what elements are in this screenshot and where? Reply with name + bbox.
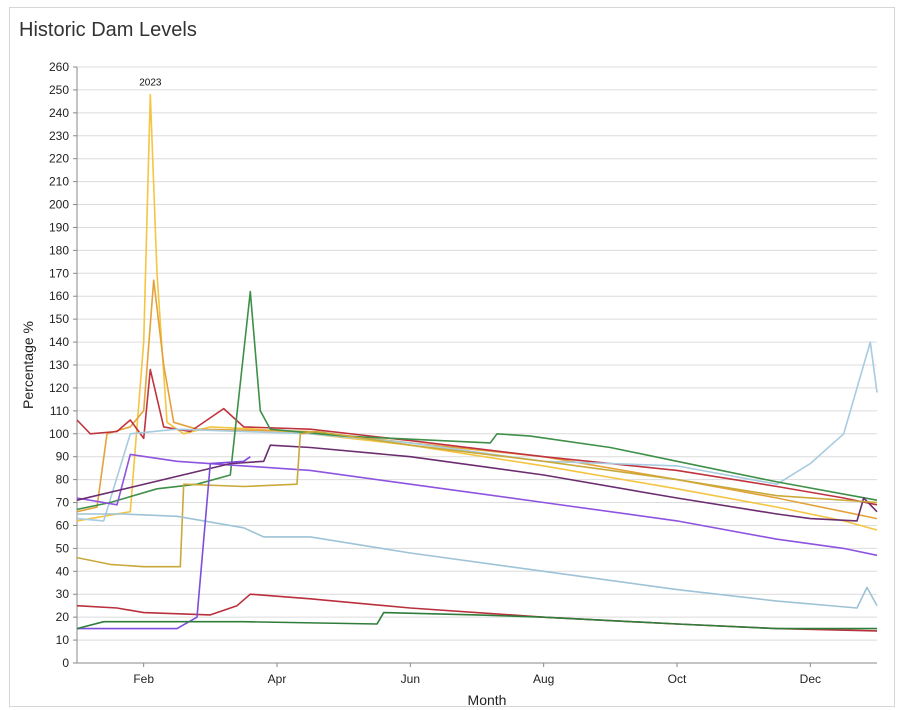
y-tick-label: 0: [62, 656, 69, 670]
series-line-9: [77, 513, 878, 609]
y-tick-label: 100: [49, 427, 69, 441]
y-tick-label: 20: [56, 610, 70, 624]
y-tick-label: 180: [49, 243, 69, 257]
series-line-6: [76, 453, 878, 557]
series-line-12: [76, 611, 877, 630]
series-line-11: [77, 456, 251, 630]
y-tick-label: 200: [49, 198, 69, 212]
chart-panel: [9, 7, 895, 707]
y-tick-label: 10: [56, 633, 70, 647]
y-tick-label: 210: [49, 175, 69, 189]
y-tick-label: 260: [49, 60, 69, 74]
y-tick-label: 190: [49, 220, 69, 234]
series-group: [76, 93, 878, 632]
y-tick-label: 80: [56, 473, 70, 487]
y-tick-label: 60: [56, 518, 70, 532]
x-tick-label: Dec: [800, 672, 821, 686]
y-tick-label: 120: [49, 381, 69, 395]
x-tick-label: Oct: [668, 672, 687, 686]
series-line-7: [76, 444, 878, 522]
series-line-8: [76, 430, 878, 568]
y-tick-label: 240: [49, 106, 69, 120]
gridlines: [76, 66, 877, 664]
y-tick-label: 170: [49, 266, 69, 280]
chart-title: Historic Dam Levels: [19, 19, 197, 41]
y-tick-label: 140: [49, 335, 69, 349]
x-tick-label: Feb: [133, 672, 154, 686]
y-tick-label: 160: [49, 289, 69, 303]
y-tick-label: 40: [56, 564, 70, 578]
y-tick-label: 230: [49, 129, 69, 143]
x-tick-label: Apr: [268, 672, 287, 686]
y-tick-label: 70: [56, 496, 70, 510]
x-axis-ticks: Feb Apr Jun Aug Oct Dec: [133, 663, 821, 686]
y-tick-label: 50: [56, 541, 70, 555]
x-tick-label: Aug: [533, 672, 554, 686]
y-tick-label: 130: [49, 358, 69, 372]
annotation-label: 2023: [139, 77, 162, 88]
y-tick-label: 150: [49, 312, 69, 326]
x-axis-title: Month: [468, 692, 507, 708]
x-tick-label: Jun: [401, 672, 420, 686]
y-axis-ticks: 0 10 20 30 40 50 60 70 80 90 100 110 120 130 140 150 160…: [49, 60, 77, 670]
series-line-3: [76, 368, 878, 506]
y-tick-label: 220: [49, 152, 69, 166]
y-tick-label: 30: [56, 587, 70, 601]
series-line-5: [76, 290, 878, 511]
series-line-1: [76, 93, 878, 531]
y-tick-label: 110: [50, 404, 69, 418]
y-tick-label: 90: [56, 450, 70, 464]
y-axis-title: Percentage %: [20, 321, 36, 409]
y-tick-label: 250: [49, 83, 69, 97]
